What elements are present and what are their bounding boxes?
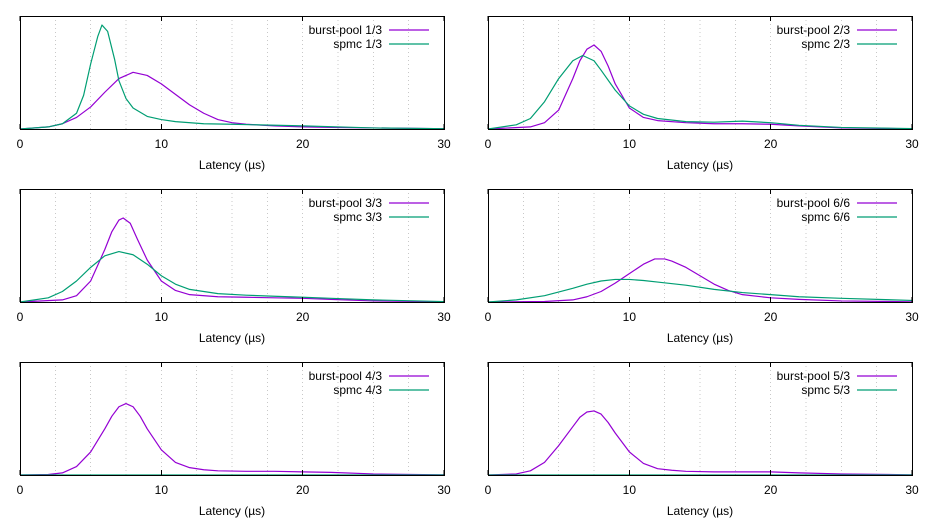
- x-tick-label: 30: [905, 483, 919, 497]
- series-line-burst-pool: [487, 410, 913, 476]
- legend-label: burst-pool 1/3: [309, 23, 383, 37]
- x-axis-label: Latency (µs): [667, 331, 733, 345]
- x-axis-label: Latency (µs): [667, 158, 733, 172]
- x-tick-label: 0: [485, 310, 492, 324]
- plot-frame: [20, 189, 445, 303]
- x-axis-label: Latency (µs): [667, 504, 733, 518]
- x-tick-label: 30: [437, 310, 451, 324]
- x-tick-label: 20: [764, 137, 778, 151]
- x-tick-label: 20: [764, 310, 778, 324]
- x-axis-label: Latency (µs): [199, 331, 265, 345]
- legend-label: burst-pool 6/6: [777, 196, 851, 210]
- x-tick-label: 10: [155, 483, 169, 497]
- x-tick-label: 10: [623, 483, 637, 497]
- series-line-burst-pool: [19, 71, 445, 130]
- x-tick-label: 0: [17, 483, 24, 497]
- x-tick-label: 20: [296, 137, 310, 151]
- x-tick-label: 10: [623, 310, 637, 324]
- series-line-burst-pool: [487, 44, 913, 130]
- x-tick-label: 20: [296, 310, 310, 324]
- x-tick-label: 0: [17, 137, 24, 151]
- plot-frame: [488, 16, 913, 130]
- x-axis-label: Latency (µs): [199, 158, 265, 172]
- legend-label: spmc 2/3: [801, 37, 850, 51]
- plot-frame: [20, 16, 445, 130]
- x-tick-label: 0: [485, 483, 492, 497]
- x-tick-label: 30: [437, 137, 451, 151]
- x-tick-label: 20: [764, 483, 778, 497]
- x-tick-label: 0: [17, 310, 24, 324]
- x-axis-label: Latency (µs): [199, 504, 265, 518]
- legend-label: burst-pool 5/3: [777, 369, 851, 383]
- series-line-spmc: [487, 54, 913, 130]
- x-tick-label: 30: [437, 483, 451, 497]
- plot-frame: [488, 189, 913, 303]
- legend-label: spmc 3/3: [333, 210, 382, 224]
- series-line-spmc: [19, 251, 445, 303]
- x-tick-label: 30: [905, 137, 919, 151]
- x-tick-label: 10: [623, 137, 637, 151]
- legend-label: spmc 6/6: [801, 210, 850, 224]
- legend-label: spmc 4/3: [333, 383, 382, 397]
- legend-label: burst-pool 3/3: [309, 196, 383, 210]
- x-tick-label: 0: [485, 137, 492, 151]
- series-line-burst-pool: [19, 217, 445, 303]
- legend-label: spmc 1/3: [333, 37, 382, 51]
- legend-label: burst-pool 4/3: [309, 369, 383, 383]
- x-tick-label: 10: [155, 310, 169, 324]
- series-line-burst-pool: [19, 403, 445, 476]
- x-tick-label: 10: [155, 137, 169, 151]
- plot-frame: [20, 362, 445, 476]
- series-line-burst-pool: [487, 258, 913, 303]
- x-tick-label: 20: [296, 483, 310, 497]
- plot-frame: [488, 362, 913, 476]
- x-tick-label: 30: [905, 310, 919, 324]
- legend-label: spmc 5/3: [801, 383, 850, 397]
- series-line-spmc: [487, 278, 913, 303]
- legend-label: burst-pool 2/3: [777, 23, 851, 37]
- series-line-spmc: [19, 24, 445, 130]
